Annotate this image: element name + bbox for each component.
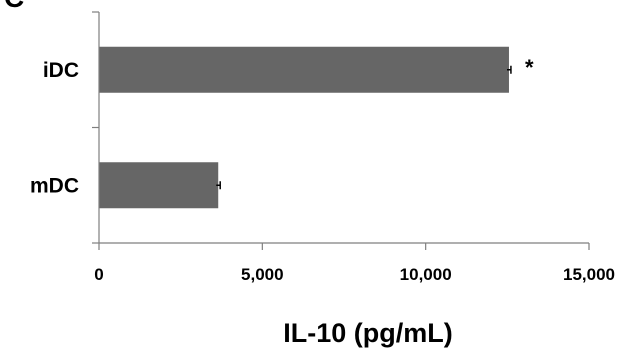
x-tick-label: 5,000 xyxy=(241,265,284,284)
x-tick-label: 10,000 xyxy=(400,265,452,284)
bar-iDC xyxy=(99,46,509,93)
significance-mark-iDC: * xyxy=(525,55,534,80)
x-tick-label: 0 xyxy=(94,265,103,284)
plot-area: iDC * mDC 0 5,000 10,000 15,000 xyxy=(30,11,615,284)
x-axis-title: IL-10 (pg/mL) xyxy=(283,318,453,348)
category-label-mDC: mDC xyxy=(30,174,79,197)
bar-mDC xyxy=(99,162,219,209)
x-tick-label: 15,000 xyxy=(563,265,615,284)
category-label-iDC: iDC xyxy=(43,59,79,82)
panel-letter: C xyxy=(4,0,24,13)
